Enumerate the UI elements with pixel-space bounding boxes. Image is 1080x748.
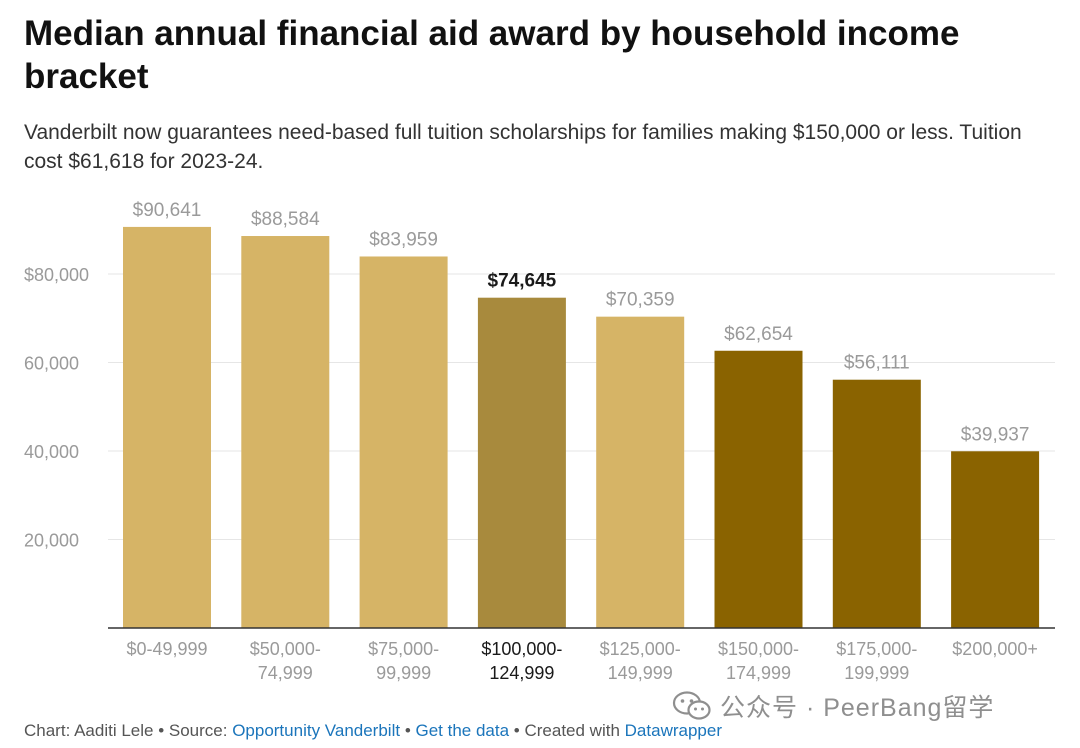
x-tick-label: $125,000- <box>600 639 681 659</box>
value-label: $90,641 <box>133 200 202 221</box>
x-tick-label: 174,999 <box>726 663 791 683</box>
value-label: $70,359 <box>606 290 675 311</box>
y-tick-label: 20,000 <box>24 531 79 551</box>
bar <box>951 451 1040 628</box>
watermark-text: 公众号 · PeerBang留学 <box>720 694 995 722</box>
x-tick-label: $150,000- <box>718 639 799 659</box>
bar <box>241 236 330 628</box>
get-data-link[interactable]: Get the data <box>415 721 510 740</box>
value-label: $88,584 <box>251 209 320 230</box>
source-prefix: Source: <box>168 721 233 740</box>
chart-credit: Chart: Aaditi Lele <box>24 721 154 740</box>
value-label: $83,959 <box>369 229 438 250</box>
chart-subtitle: Vanderbilt now guarantees need-based ful… <box>24 121 1022 173</box>
x-tick-label: 124,999 <box>489 663 554 683</box>
x-tick-label: $200,000+ <box>952 639 1038 659</box>
footer-separator: • <box>509 721 525 740</box>
wechat-icon <box>672 691 711 720</box>
bar <box>832 379 921 628</box>
y-tick-label: $80,000 <box>24 265 89 285</box>
x-tick-label: $50,000- <box>250 639 321 659</box>
chart-title: Median annual financial aid award by hou… <box>24 14 960 96</box>
created-with-prefix: Created with <box>524 721 625 740</box>
x-tick-label: $175,000- <box>836 639 917 659</box>
datawrapper-link[interactable]: Datawrapper <box>624 721 722 740</box>
x-tick-label: 199,999 <box>844 663 909 683</box>
bar <box>123 226 211 628</box>
value-label: $62,654 <box>724 324 793 345</box>
bar <box>714 350 803 628</box>
source-link[interactable]: Opportunity Vanderbilt <box>232 721 401 740</box>
footer-separator: • <box>153 721 169 740</box>
bar <box>477 297 566 628</box>
bar <box>596 316 685 628</box>
value-label: $74,645 <box>488 271 557 292</box>
bar <box>359 256 448 628</box>
x-tick-label: 99,999 <box>376 663 431 683</box>
bar-chart: 20,000 40,000 60,000 $80,000 $90,641 $0-49,99… <box>24 200 1055 683</box>
value-label: $39,937 <box>961 424 1030 445</box>
x-tick-label: $100,000- <box>481 639 562 659</box>
y-tick-label: 40,000 <box>24 442 79 462</box>
value-label: $56,111 <box>844 353 910 374</box>
x-tick-label: 149,999 <box>608 663 673 683</box>
x-tick-label: 74,999 <box>258 663 313 683</box>
footer-separator: • <box>400 721 416 740</box>
x-tick-label: $0-49,999 <box>126 639 207 659</box>
chart-footer: Chart: Aaditi Lele • Source: Opportunity… <box>24 721 722 741</box>
x-tick-label: $75,000- <box>368 639 439 659</box>
watermark: 公众号 · PeerBang留学 <box>672 688 994 724</box>
y-tick-label: 60,000 <box>24 354 79 374</box>
